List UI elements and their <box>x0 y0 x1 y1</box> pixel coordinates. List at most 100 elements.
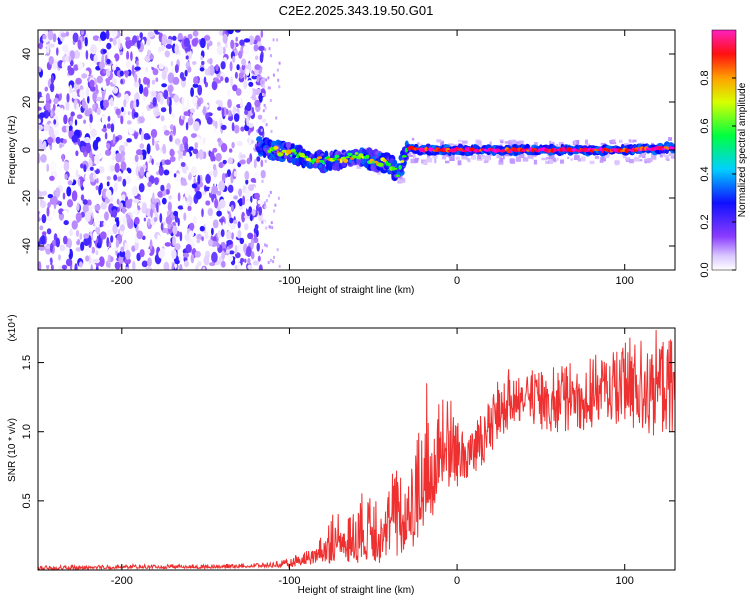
spectrogram-speckle-cell <box>262 109 265 113</box>
spectrogram-noise-cell <box>244 170 250 181</box>
spectrogram-noise-cell <box>189 112 193 119</box>
spectrogram-noise-cell <box>82 203 89 214</box>
spectrogram-noise-cell <box>238 198 243 207</box>
spectrogram-noise-cell <box>196 238 201 244</box>
spectrogram-noise-cell <box>120 78 123 85</box>
spectrogram-noise-cell <box>195 190 202 200</box>
spectrogram-noise-cell <box>245 179 249 185</box>
spectrogram-halo-cell <box>436 139 442 143</box>
spectrogram-noise-cell <box>156 202 159 213</box>
spectrogram-noise-cell <box>80 241 85 251</box>
spectrogram-noise-cell <box>184 142 189 152</box>
spectrogram-noise-cell <box>203 35 211 41</box>
spectrogram-noise-cell <box>157 30 165 33</box>
spectrogram-noise-cell <box>50 74 55 85</box>
spectrogram-noise-cell <box>133 132 138 140</box>
spectrogram-halo-cell <box>644 158 650 161</box>
spectrogram-noise-cell <box>158 63 164 70</box>
spectrogram-noise-cell <box>107 115 111 122</box>
spectrogram-noise-cell <box>53 130 60 136</box>
spectrogram-noise-cell <box>251 106 254 114</box>
spectrogram-noise-cell <box>213 132 218 139</box>
spectrogram-halo-cell <box>641 152 646 157</box>
spectrogram-noise-cell <box>172 235 176 247</box>
spectrogram-noise-cell <box>42 34 47 40</box>
spectrogram-speckle-cell <box>264 48 267 52</box>
spectrogram-halo-cell <box>406 152 411 156</box>
spectrogram-noise-cell <box>121 194 126 201</box>
spectrogram-noise-cell <box>250 131 254 140</box>
spectrogram-halo-cell <box>457 160 462 166</box>
spectrogram-halo-cell <box>483 160 489 163</box>
spectrogram-halo-cell <box>499 139 504 142</box>
spectrogram-noise-cell <box>126 50 130 61</box>
spectrogram-noise-cell <box>205 173 211 184</box>
spectrogram-halo-cell <box>651 142 654 145</box>
spectrogram-noise-cell <box>220 61 226 70</box>
spectrogram-noise-cell <box>258 206 263 216</box>
spectrogram-noise-cell <box>212 163 217 171</box>
spectrogram-halo-cell <box>577 158 581 162</box>
spectrogram-speckle-cell <box>276 68 279 72</box>
spectrogram-speckle-cell <box>269 190 272 194</box>
spectrogram-noise-cell <box>211 80 218 91</box>
spectrogram-noise-cell <box>206 42 210 50</box>
spectrogram-halo-cell <box>511 139 517 145</box>
spectrogram-noise-cell <box>146 78 150 86</box>
spectrogram-noise-cell <box>152 136 155 147</box>
spectrogram-noise-cell <box>133 209 138 215</box>
colorbar-tick-label: 0.8 <box>699 70 711 85</box>
spectrogram-noise-cell <box>114 261 121 270</box>
spectrogram-noise-cell <box>182 198 186 209</box>
spectrogram-noise-cell <box>106 42 112 50</box>
spectrogram-noise-cell <box>235 88 242 96</box>
spectrogram-speckle-cell <box>267 86 270 90</box>
spectrogram-noise-cell <box>161 44 165 52</box>
spectrogram-speckle-cell <box>274 203 277 207</box>
spectrogram-noise-cell <box>45 102 51 111</box>
spectrogram-cells <box>38 30 675 270</box>
spectrogram-noise-cell <box>63 235 68 245</box>
spectrogram-speckle-cell <box>268 47 271 51</box>
spectrogram-noise-cell <box>174 64 179 74</box>
spectrogram-noise-cell <box>66 199 74 208</box>
spectrogram-noise-cell <box>91 153 95 164</box>
spectrogram-noise-cell <box>208 64 215 76</box>
spectrogram-noise-cell <box>231 232 234 240</box>
spectrogram-noise-cell <box>177 217 180 227</box>
spectrogram-halo-cell <box>604 154 610 158</box>
spectrogram-halo-cell <box>666 158 670 161</box>
spectrogram-noise-cell <box>169 134 173 142</box>
spectrogram-noise-cell <box>209 57 213 65</box>
spectrogram-noise-cell <box>141 260 148 268</box>
spectrogram-halo-cell <box>518 140 524 146</box>
spectrogram-noise-cell <box>244 109 249 116</box>
spectrogram-noise-cell <box>114 182 118 193</box>
spectrogram-noise-cell <box>132 260 136 270</box>
spectrogram-noise-cell <box>190 166 197 177</box>
spectrogram-core-cell <box>661 148 667 150</box>
spectrogram-noise-cell <box>164 159 171 165</box>
spectrogram-noise-cell <box>144 46 147 52</box>
spectrogram-halo-cell <box>489 141 492 145</box>
spectrogram-noise-cell <box>169 166 173 174</box>
spectrogram-speckle-cell <box>272 73 275 77</box>
spectrogram-noise-cell <box>256 242 260 252</box>
spectrogram-noise-cell <box>145 266 153 270</box>
spectrogram-noise-cell <box>188 146 194 151</box>
spectrogram-core-cell <box>387 162 391 167</box>
spectrogram-noise-cell <box>74 119 78 126</box>
spectrogram-noise-cell <box>259 53 264 64</box>
spectrogram-noise-cell <box>63 114 68 125</box>
spectrogram-core-cell <box>361 156 365 159</box>
spectrogram-speckle-cell <box>267 76 270 80</box>
spectrogram-core-cell <box>576 149 582 153</box>
spectrogram-noise-cell <box>208 239 213 247</box>
spectrogram-noise-cell <box>55 237 60 248</box>
spectrogram-noise-cell <box>99 61 105 70</box>
spectrogram-noise-cell <box>75 77 82 85</box>
spectrogram-noise-cell <box>124 175 131 185</box>
spectrogram-noise-cell <box>185 55 189 60</box>
spectrogram-halo-cell <box>628 139 631 142</box>
spectrogram-halo-cell <box>399 175 403 180</box>
